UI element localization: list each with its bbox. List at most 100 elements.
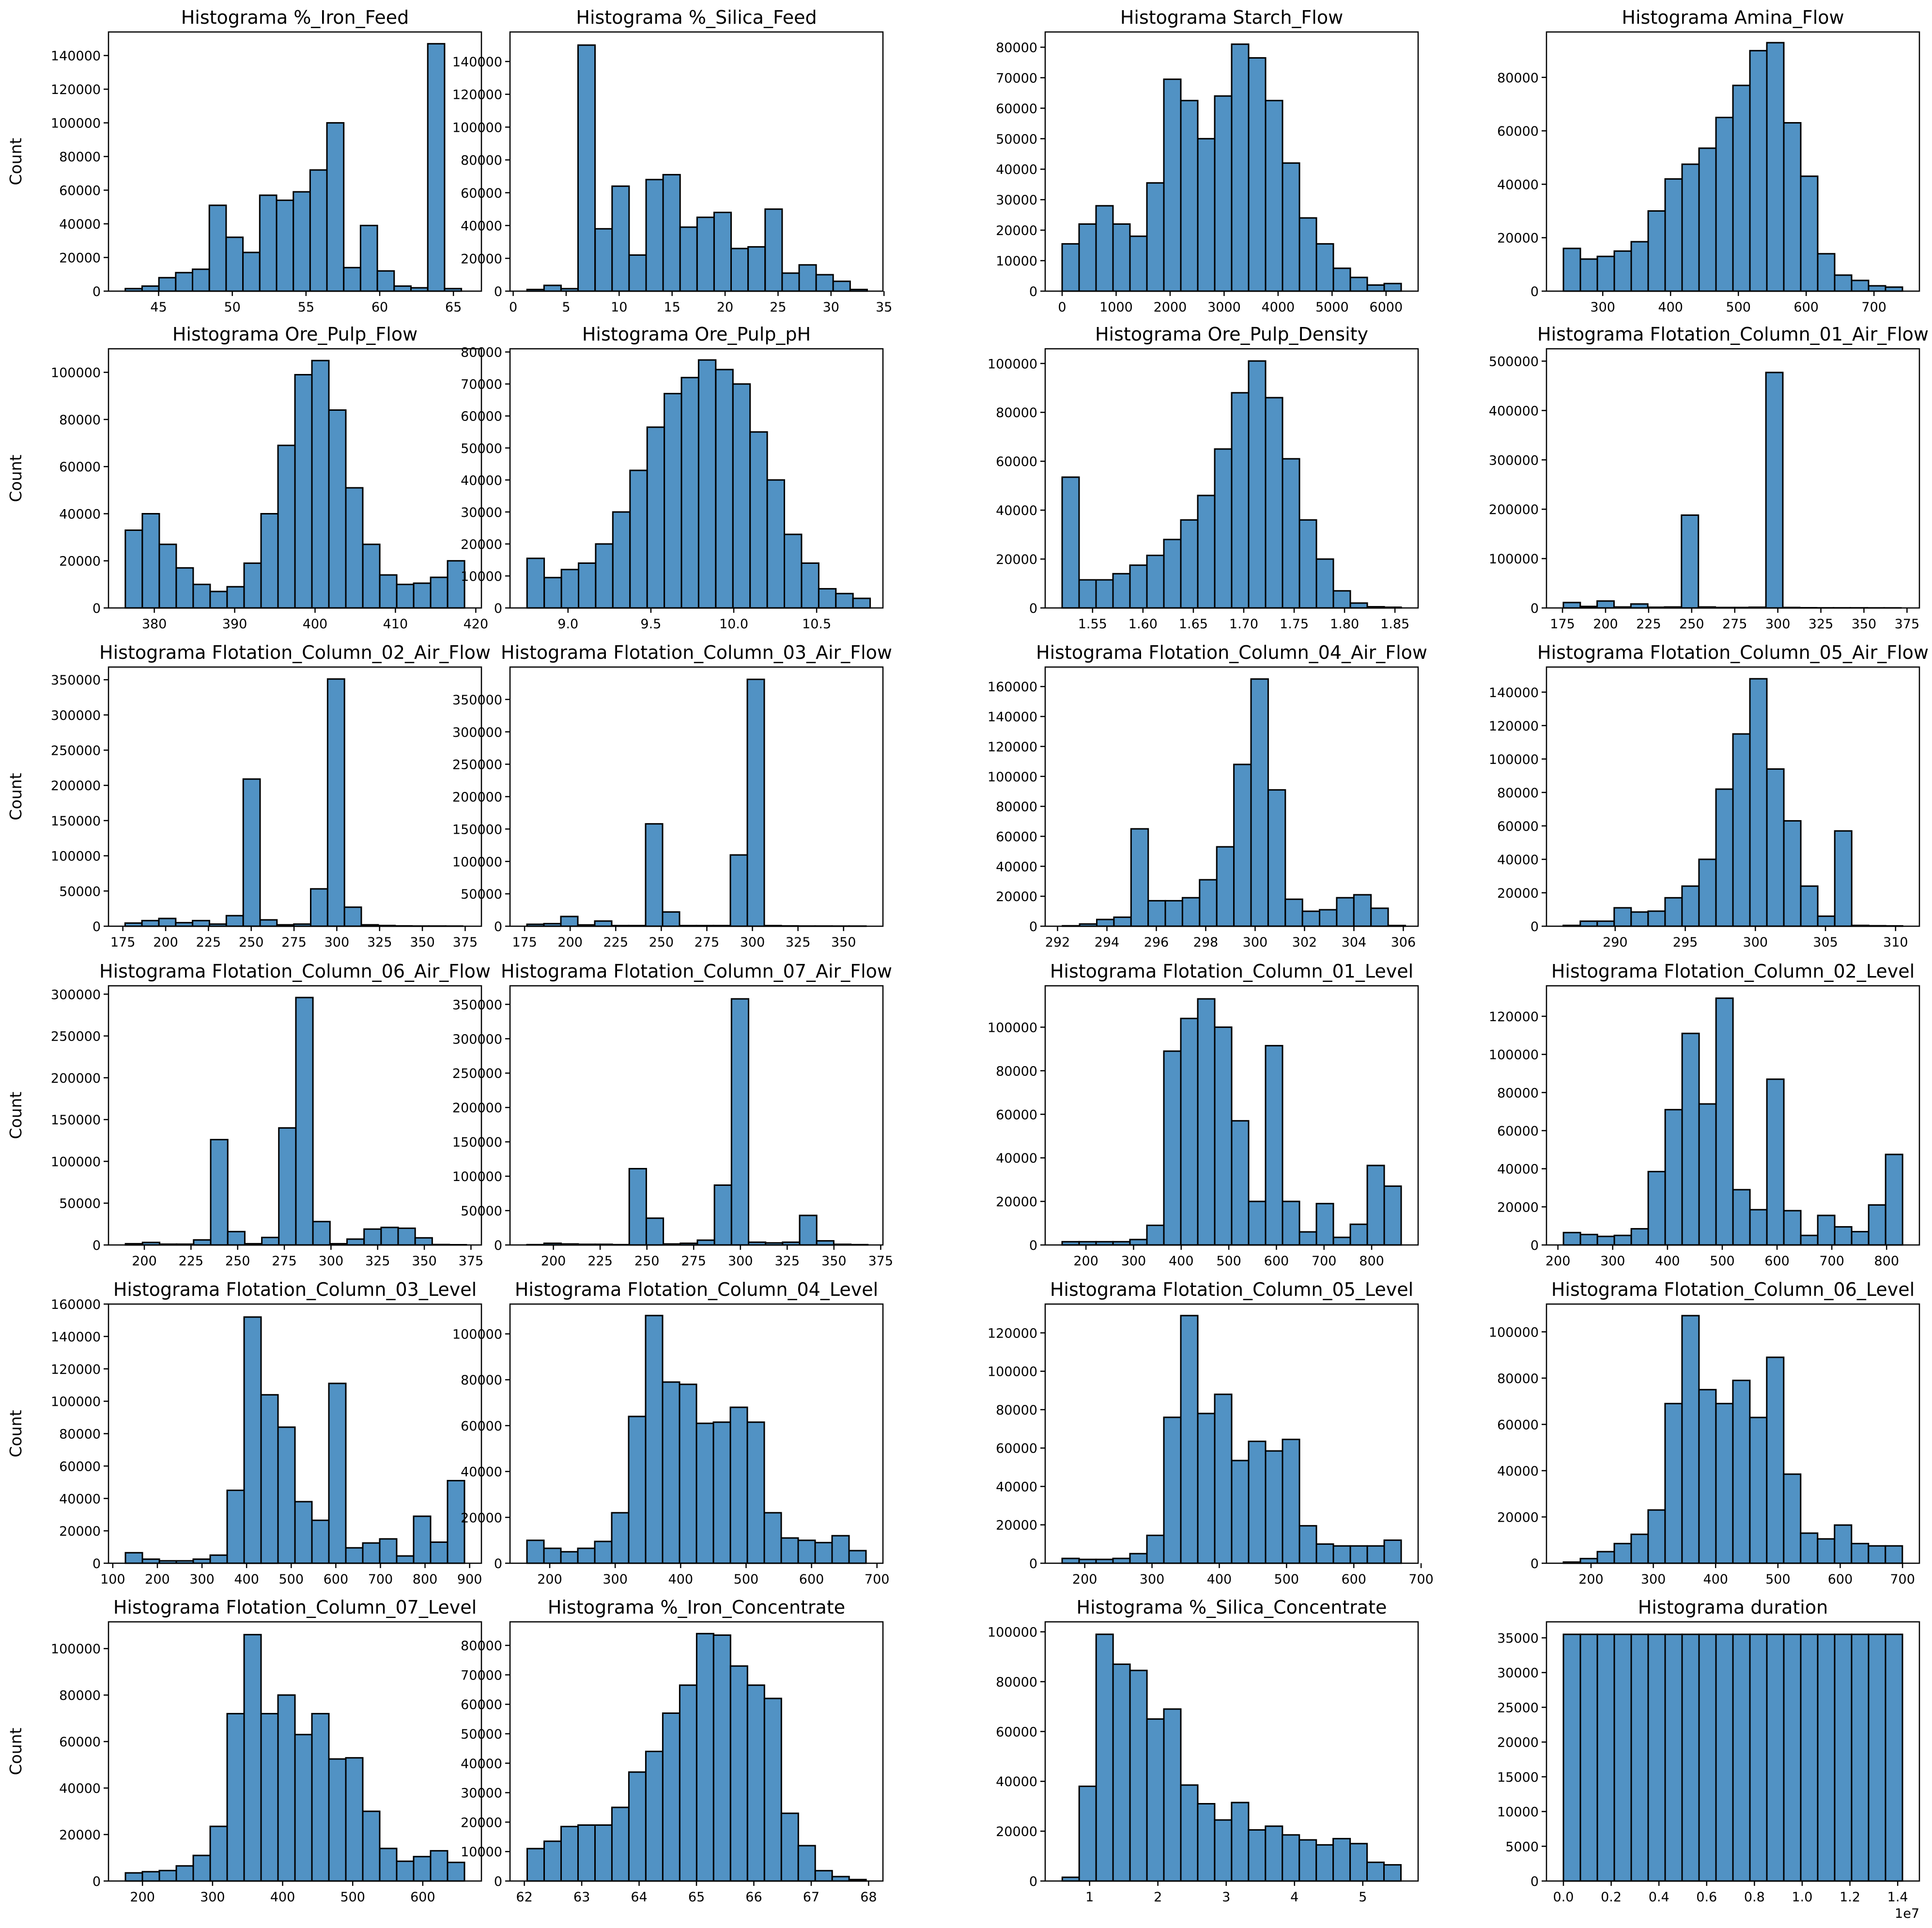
histogram-bar <box>696 1239 715 1246</box>
y-tick-label: 70000 <box>461 377 502 392</box>
histogram-bar <box>1146 182 1165 292</box>
histogram-bar <box>1231 43 1250 292</box>
histogram-bar <box>1214 448 1233 609</box>
panel-18: 200 300 400 500 600 700 0 20000 40000 60000 80000 1… <box>452 1279 890 1587</box>
y-tick-label: 60000 <box>1497 1417 1539 1432</box>
y-tick-label: 0 <box>494 1874 502 1889</box>
histogram-bar <box>277 444 296 609</box>
panel-1: 45 50 55 60 65 0 20000 40000 60000 80000 100000 120… <box>6 7 482 315</box>
y-tick-label: 80000 <box>461 1373 502 1388</box>
x-tick-label: 50 <box>224 300 240 315</box>
histogram-bar <box>1596 255 1615 292</box>
histogram-bar <box>294 1501 313 1564</box>
x-tick-label: 325 <box>365 1254 390 1269</box>
y-tick-label: 100000 <box>452 120 502 135</box>
histogram-bar <box>346 1238 365 1246</box>
histogram-bar <box>712 1634 731 1882</box>
histogram-bar <box>1233 763 1252 927</box>
x-tick-label: 600 <box>799 1572 824 1587</box>
histogram-bar <box>328 1383 347 1564</box>
histogram-bar <box>1129 1669 1148 1882</box>
histogram-bar <box>259 194 278 292</box>
x-tick-label: 0 <box>1058 300 1066 315</box>
y-tick-label: 100000 <box>988 1625 1037 1640</box>
y-tick-label: 30000 <box>461 505 502 520</box>
y-tick-label: 40000 <box>59 217 101 232</box>
y-tick-label: 250000 <box>51 1029 101 1044</box>
histogram-bar <box>696 1422 714 1564</box>
x-tick-label: 325 <box>775 1254 800 1269</box>
y-tick-label: 40000 <box>996 1151 1037 1166</box>
histogram-bar <box>1766 42 1785 292</box>
x-tick-label: 600 <box>1828 1572 1853 1587</box>
y-tick-label: 40000 <box>996 1774 1037 1789</box>
x-tick-label: 295 <box>1673 935 1698 950</box>
y-tick-label: 60000 <box>1497 124 1539 139</box>
histogram-bar <box>1698 147 1717 292</box>
histogram-bar <box>141 513 160 609</box>
x-tick-label: 350 <box>831 935 856 950</box>
histogram-bar <box>1061 1557 1080 1564</box>
histogram-bar <box>1630 911 1649 927</box>
histogram-bar <box>208 204 227 292</box>
histogram-bar <box>158 917 177 927</box>
y-tick-label: 80000 <box>461 153 502 168</box>
x-tick-label: 2 <box>1154 1890 1162 1905</box>
x-tick-label: 1.60 <box>1128 617 1158 632</box>
histogram-bar <box>814 1541 833 1564</box>
y-tick-label: 250000 <box>452 758 502 773</box>
histogram-bar <box>526 558 545 609</box>
histogram-bar <box>1732 733 1751 927</box>
y-tick-label: 70000 <box>996 71 1037 86</box>
histogram-bar <box>1366 1545 1385 1564</box>
x-tick-label: 390 <box>222 617 247 632</box>
histogram-bar <box>1216 846 1235 927</box>
panel-title: Histograma Amina_Flow <box>1622 7 1844 28</box>
histogram-bar <box>1596 1235 1615 1246</box>
histogram-bar <box>1163 1708 1182 1882</box>
histogram-bar <box>1298 217 1317 292</box>
histogram-bar <box>1630 1228 1649 1246</box>
y-tick-label: 40000 <box>996 162 1037 177</box>
x-tick-label: 65 <box>445 300 462 315</box>
histogram-bar <box>560 569 579 609</box>
panel-24: 0.0 0.2 0.4 0.6 0.8 1.0 1.2 1.4 0 5000 10000 15000 2… <box>1497 1597 1920 1921</box>
axes-frame <box>1546 31 1920 292</box>
x-tick-label: 300 <box>1641 1572 1666 1587</box>
histogram-bar <box>1248 57 1267 292</box>
x-tick-label: 300 <box>189 1572 215 1587</box>
histogram-bar <box>294 1734 313 1882</box>
histogram-bar <box>1130 828 1149 927</box>
histogram-bar <box>1681 885 1700 927</box>
y-tick-label: 140000 <box>452 55 502 70</box>
histogram-bar <box>818 588 837 609</box>
histogram-bar <box>1664 178 1683 292</box>
y-tick-label: 80000 <box>59 413 101 428</box>
histogram-bar <box>175 567 194 609</box>
histogram-bar <box>713 1184 732 1246</box>
histogram-bar <box>311 1713 330 1882</box>
x-tick-label: 10.0 <box>719 617 748 632</box>
y-tick-label: 60000 <box>996 1107 1037 1122</box>
histogram-bar <box>141 1871 160 1882</box>
x-tick-label: 300 <box>1243 935 1268 950</box>
y-tick-label: 120000 <box>1489 719 1539 734</box>
y-tick-label: 30000 <box>1497 1666 1539 1681</box>
histogram-bar <box>1766 768 1785 927</box>
axes-frame <box>108 31 482 292</box>
histogram-bar <box>430 1541 448 1564</box>
histogram-bar <box>1885 1153 1903 1246</box>
y-tick-label: 60000 <box>996 454 1037 469</box>
histogram-bar <box>1112 223 1131 292</box>
y-tick-label: 250000 <box>51 744 101 759</box>
histogram-bar <box>226 586 245 609</box>
histogram-bar <box>628 254 647 292</box>
x-tick-label: 800 <box>413 1572 438 1587</box>
histogram-bar <box>1349 602 1368 609</box>
histogram-bar <box>1282 1834 1300 1882</box>
x-tick-label: 1.55 <box>1078 617 1107 632</box>
histogram-bar <box>1681 1633 1700 1882</box>
histogram-bar <box>277 1426 296 1564</box>
panel-title: Histograma duration <box>1638 1597 1828 1618</box>
histogram-bar <box>729 1406 748 1564</box>
